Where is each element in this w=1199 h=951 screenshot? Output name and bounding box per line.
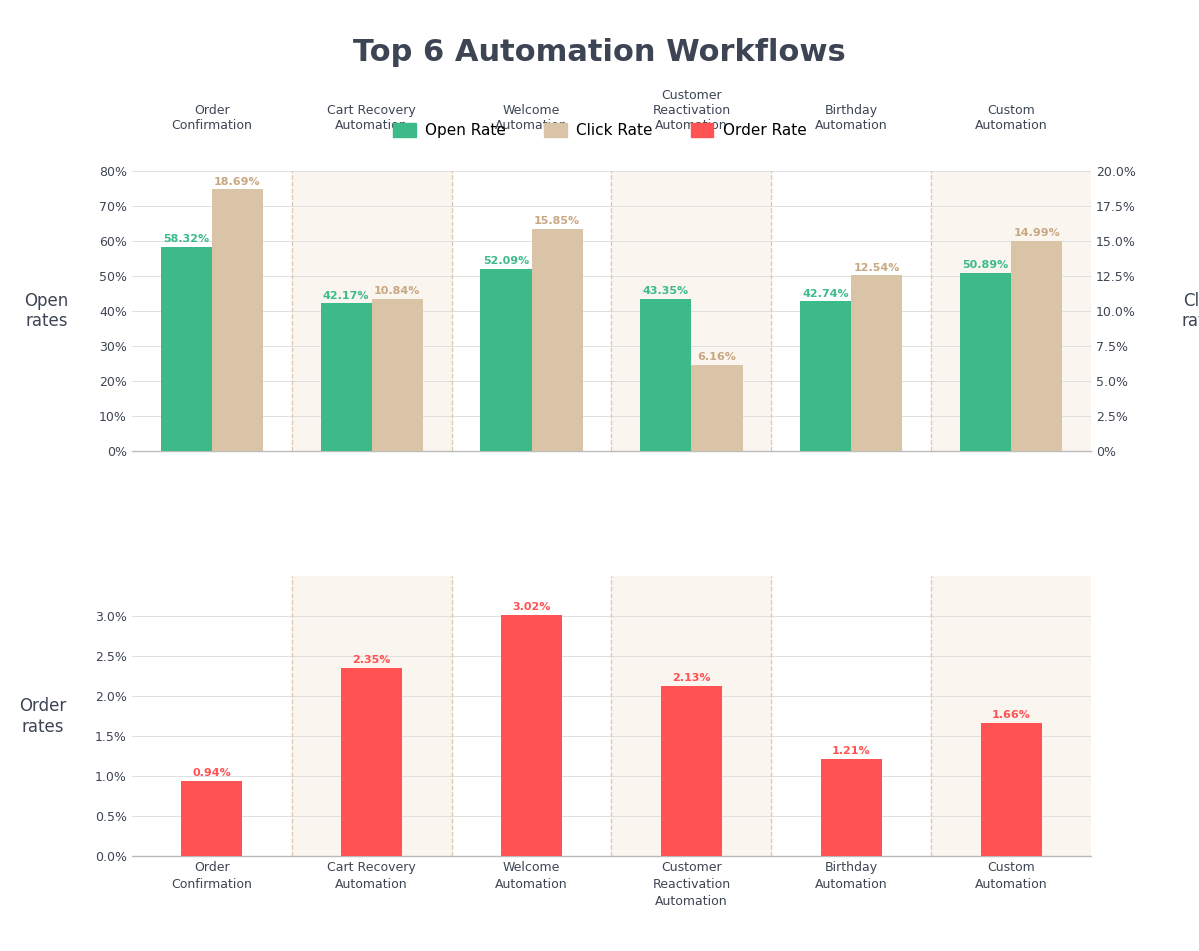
Text: 52.09%: 52.09% [483,256,529,266]
Text: 6.16%: 6.16% [698,352,736,361]
Text: Cart Recovery
Automation: Cart Recovery Automation [327,105,416,132]
Text: 2.13%: 2.13% [673,672,711,683]
Bar [611,576,771,856]
Bar [181,781,242,856]
Bar [481,269,531,451]
Text: 42.17%: 42.17% [323,291,369,301]
Bar [611,171,771,451]
Bar [212,189,263,451]
Bar [320,303,372,451]
Text: 42.74%: 42.74% [802,288,849,299]
Text: 58.32%: 58.32% [163,234,210,244]
Bar [932,576,1091,856]
Bar [531,229,583,451]
Text: 12.54%: 12.54% [854,262,900,273]
Text: 43.35%: 43.35% [643,286,689,297]
Text: Birthday
Automation: Birthday Automation [815,105,887,132]
Bar [342,669,402,856]
Text: 1.21%: 1.21% [832,747,870,756]
Y-axis label: Order
rates: Order rates [19,697,66,735]
Text: 3.02%: 3.02% [512,602,550,611]
Text: 0.94%: 0.94% [193,767,231,778]
Bar [1011,242,1062,451]
Text: Welcome
Automation: Welcome Automation [495,105,568,132]
Bar [960,273,1011,451]
Text: 14.99%: 14.99% [1013,228,1060,239]
Text: 1.66%: 1.66% [992,710,1031,720]
Text: 50.89%: 50.89% [963,260,1008,270]
Text: 2.35%: 2.35% [353,655,391,665]
Text: 15.85%: 15.85% [534,217,580,226]
Bar [661,686,722,856]
Bar [981,724,1042,856]
Text: Top 6 Automation Workflows: Top 6 Automation Workflows [354,38,845,67]
Bar [932,171,1091,451]
Text: 10.84%: 10.84% [374,286,421,297]
Text: Order
Confirmation: Order Confirmation [171,105,252,132]
Bar [372,300,423,451]
Bar [501,614,562,856]
Bar [161,247,212,451]
Text: Custom
Automation: Custom Automation [975,105,1048,132]
Bar [692,364,742,451]
Y-axis label: Open
rates: Open rates [24,292,68,330]
Bar [640,300,692,451]
Y-axis label: Click
rates: Click rates [1181,292,1199,330]
Bar [821,759,881,856]
Bar [291,171,452,451]
Text: 18.69%: 18.69% [215,177,260,186]
Text: Customer
Reactivation
Automation: Customer Reactivation Automation [652,89,730,132]
Bar [291,576,452,856]
Legend: Open Rate, Click Rate, Order Rate: Open Rate, Click Rate, Order Rate [386,117,813,145]
Bar [851,276,903,451]
Bar [800,301,851,451]
